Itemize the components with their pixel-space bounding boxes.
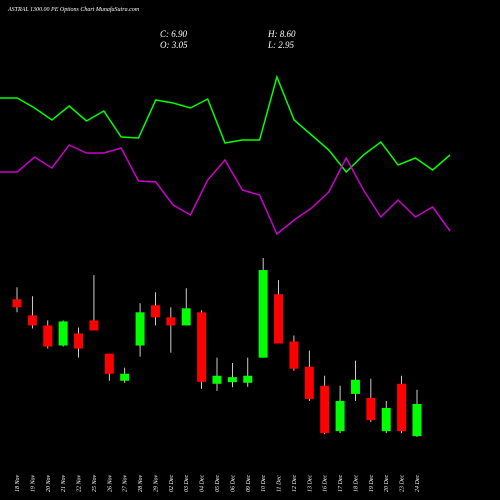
x-tick-label: 20 Dec xyxy=(384,475,390,492)
x-tick-label: 26 Nov xyxy=(107,474,113,492)
candle-body xyxy=(74,333,84,349)
indicator-line xyxy=(0,144,451,236)
x-tick-label: 06 Dec xyxy=(230,475,236,492)
x-tick-label: 03 Dec xyxy=(184,475,190,492)
candle-body xyxy=(212,375,222,384)
x-tick-label: 19 Nov xyxy=(30,474,36,492)
x-tick-label: 22 Nov xyxy=(77,474,83,492)
candle-body xyxy=(150,305,160,318)
candle-body xyxy=(104,353,114,374)
x-tick-label: 18 Dec xyxy=(353,475,359,492)
low-summary: L: 2.95 xyxy=(267,40,295,50)
candle-body xyxy=(135,312,145,346)
x-tick-label: 23 Dec xyxy=(400,475,406,492)
x-tick-label: 02 Dec xyxy=(169,475,175,492)
candle-body xyxy=(243,375,253,383)
x-tick-label: 20 Nov xyxy=(46,474,52,492)
x-tick-label: 10 Dec xyxy=(261,475,267,492)
x-tick-label: 11 Dec xyxy=(277,475,283,492)
x-tick-label: 04 Dec xyxy=(199,475,206,492)
candle-body xyxy=(397,383,407,432)
candle-body xyxy=(274,294,284,344)
candle-body xyxy=(27,315,37,326)
x-tick-label: 29 Nov xyxy=(153,474,159,492)
x-tick-label: 05 Dec xyxy=(215,475,221,492)
x-tick-label: 13 Dec xyxy=(307,475,313,492)
x-tick-label: 09 Dec xyxy=(246,475,252,492)
open-summary: O: 3.05 xyxy=(160,40,188,50)
chart-title: ASTRAL 1300.00 PE Options Chart MunafaSu… xyxy=(7,6,140,13)
candle-body xyxy=(120,373,130,381)
candle-body xyxy=(89,320,99,331)
x-tick-label: 24 Dec xyxy=(414,475,421,492)
candle-body xyxy=(12,299,22,308)
candle-body xyxy=(258,270,268,358)
candle-body xyxy=(43,325,53,347)
high-summary: H: 8.60 xyxy=(267,29,296,39)
candle-body xyxy=(58,321,68,346)
x-tick-label: 12 Dec xyxy=(292,475,298,492)
x-tick-label: 25 Nov xyxy=(92,474,98,492)
x-tick-label: 21 Nov xyxy=(61,474,67,492)
candle-body xyxy=(412,403,422,437)
candle-body xyxy=(304,366,314,399)
x-tick-label: 19 Dec xyxy=(369,475,375,492)
candle-body xyxy=(320,385,330,434)
candle-body xyxy=(227,377,237,383)
candle-body xyxy=(166,317,176,326)
candle-body xyxy=(350,379,360,394)
x-tick-label: 17 Dec xyxy=(338,475,344,492)
candle-body xyxy=(197,312,207,382)
candle-body xyxy=(335,400,345,432)
x-tick-label: 16 Dec xyxy=(323,475,329,492)
indicator-line xyxy=(0,74,451,174)
x-tick-label: 27 Nov xyxy=(123,474,129,492)
close-summary: C: 6.90 xyxy=(160,29,188,39)
x-tick-label: 18 Nov xyxy=(15,474,21,492)
candle-body xyxy=(289,341,299,369)
candle-body xyxy=(381,407,391,432)
x-tick-label: 28 Nov xyxy=(138,474,144,492)
candle-body xyxy=(181,308,191,326)
candle-body xyxy=(366,397,376,421)
